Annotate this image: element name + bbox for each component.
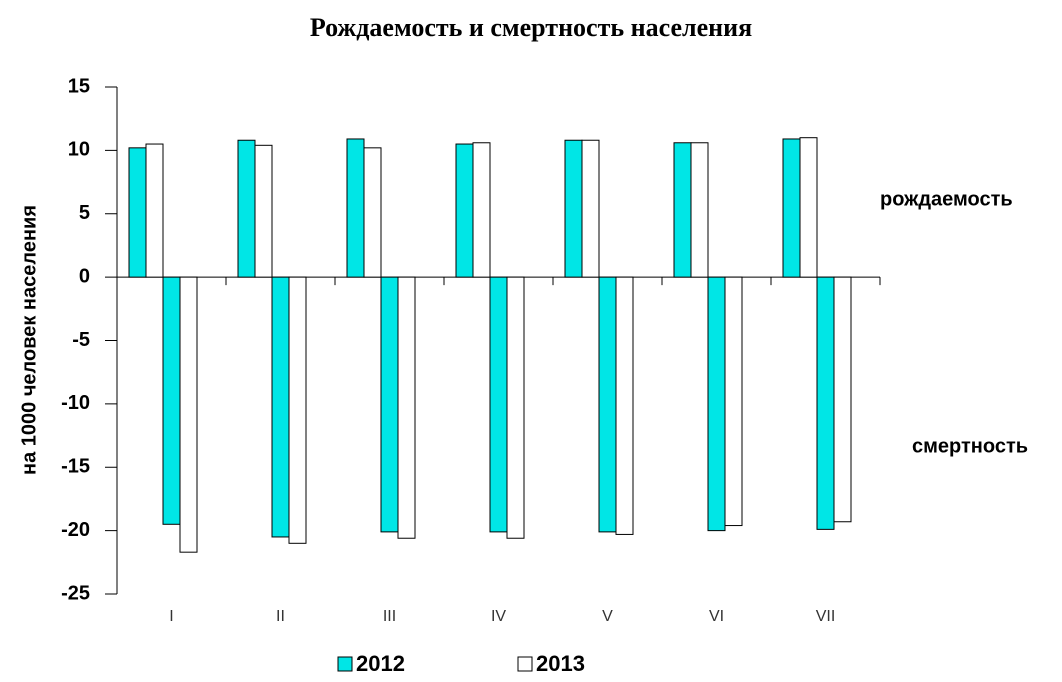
chart-title: Рождаемость и смертность населения (310, 13, 752, 42)
bar (179, 276, 198, 553)
bar (724, 276, 743, 527)
legend-swatch (517, 656, 533, 672)
bar (707, 276, 726, 532)
bar (615, 276, 634, 535)
bar (237, 139, 256, 278)
y-tick-label: 15 (68, 75, 90, 97)
bar (489, 276, 508, 533)
y-tick-label: -10 (61, 392, 90, 414)
bar (288, 276, 307, 544)
x-tick-label: IV (491, 608, 506, 625)
bar (598, 276, 617, 533)
bar (833, 276, 852, 523)
x-tick-label: VII (816, 608, 836, 625)
bar (690, 142, 709, 278)
bar (673, 142, 692, 278)
annotation: рождаемость (880, 188, 1013, 210)
x-tick-label: I (169, 608, 173, 625)
y-tick-label: -5 (72, 329, 90, 351)
x-tick-label: III (383, 608, 396, 625)
x-tick-label: VI (709, 608, 724, 625)
bar (472, 142, 491, 278)
bar (397, 276, 416, 539)
bar (346, 138, 365, 278)
bar (816, 276, 835, 530)
legend-label: 2012 (356, 651, 405, 676)
y-tick-label: 10 (68, 139, 90, 161)
bar (380, 276, 399, 533)
legend-label: 2013 (536, 651, 585, 676)
y-tick-label: -25 (61, 582, 90, 604)
annotation: смертность (912, 435, 1028, 457)
bar (128, 147, 147, 278)
x-tick-label: II (276, 608, 285, 625)
bar (162, 276, 181, 525)
bar (271, 276, 290, 538)
bar (145, 143, 164, 278)
bar (782, 138, 801, 278)
y-tick-label: 5 (79, 202, 90, 224)
bar (799, 137, 818, 278)
legend-swatch (337, 656, 353, 672)
y-tick-label: 0 (79, 265, 90, 287)
bar (564, 139, 583, 278)
bar (581, 139, 600, 278)
bar (363, 147, 382, 278)
y-tick-label: -20 (61, 519, 90, 541)
y-axis-label: на 1000 человек населения (18, 205, 40, 475)
bar (506, 276, 525, 539)
bar (455, 143, 474, 278)
y-tick-label: -15 (61, 456, 90, 478)
x-tick-label: V (602, 608, 613, 625)
bar (254, 144, 273, 278)
